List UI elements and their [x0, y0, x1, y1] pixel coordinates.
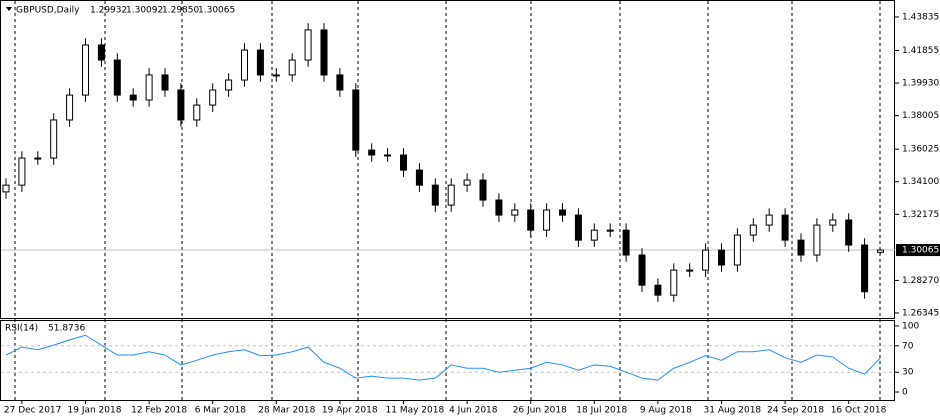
candle-body: [336, 74, 344, 91]
candle-body: [574, 214, 582, 241]
rsi-tick-label: 0: [902, 388, 908, 398]
candle-body: [718, 249, 725, 266]
y-tick-label: 1.39930: [902, 79, 939, 89]
candle-body: [559, 209, 566, 216]
candle-body: [415, 169, 423, 186]
candle-body: [177, 89, 185, 121]
candle-body: [781, 214, 789, 241]
candle-body: [686, 269, 694, 272]
candle-body: [18, 157, 26, 186]
candle-body: [606, 229, 614, 232]
y-tick-label: 1.26345: [902, 309, 939, 319]
candle-body: [813, 224, 821, 256]
x-tick-label: 9 Aug 2018: [640, 406, 692, 416]
y-tick-label: 1.32175: [902, 210, 939, 220]
candle-body: [447, 184, 455, 206]
candle-body: [368, 149, 376, 156]
candle-body: [845, 219, 853, 246]
rsi-panel: [0, 320, 895, 401]
rsi-line: [5, 334, 881, 381]
x-tick-label: 4 Jun 2018: [449, 406, 498, 416]
candle-body: [209, 89, 217, 106]
ohlc-open: 1.29932: [90, 6, 127, 16]
candle-body: [288, 59, 296, 76]
candle-body: [543, 209, 551, 231]
candle-body: [431, 184, 439, 206]
candle-body: [225, 79, 233, 91]
candle-body: [97, 44, 105, 61]
rsi-tick-label: 70: [902, 341, 914, 351]
candle-body: [463, 179, 471, 186]
candle-body: [241, 49, 248, 81]
rsi-tick-label: 100: [902, 322, 919, 332]
candle-body: [82, 44, 89, 96]
candle-body: [479, 179, 487, 201]
chart-title: GBPUSD,Daily: [16, 6, 80, 16]
candle-body: [272, 74, 280, 77]
candle-body: [733, 234, 741, 266]
x-tick-label: 24 Sep 2018: [767, 406, 824, 416]
x-tick-label: 11 May 2018: [386, 406, 445, 416]
x-tick-label: 18 Jul 2018: [576, 406, 627, 416]
period-separators: [14, 1, 881, 400]
candle-body: [304, 29, 312, 61]
candle-body: [256, 49, 264, 76]
candle-body: [622, 229, 630, 256]
x-tick-label: 19 Jan 2018: [68, 406, 122, 416]
candle-body: [749, 224, 757, 236]
candle-body: [765, 214, 773, 226]
x-tick-label: 31 Aug 2018: [704, 406, 762, 416]
menu-arrow[interactable]: [6, 7, 12, 11]
candle-body: [829, 219, 837, 226]
candle-body: [590, 229, 598, 241]
x-tick-label: 19 Apr 2018: [322, 406, 378, 416]
candle-body: [495, 199, 503, 216]
candle-body: [2, 184, 10, 193]
candle-body: [527, 209, 535, 231]
x-tick-label: 12 Feb 2018: [131, 406, 187, 416]
candle-body: [113, 59, 121, 96]
candle-body: [50, 119, 58, 159]
price-panel: [0, 0, 895, 319]
candle-body: [193, 104, 201, 121]
candle-body: [877, 249, 884, 253]
x-tick-label: 26 Jun 2018: [513, 406, 567, 416]
y-tick-label: 1.28270: [902, 276, 939, 286]
candle-body: [861, 244, 869, 293]
ohlc-close: 1.30065: [198, 6, 235, 16]
current-price-label: 1.30065: [902, 246, 939, 256]
ohlc-high: 1.30092: [126, 6, 163, 16]
y-tick-label: 1.41855: [902, 46, 939, 56]
y-tick-label: 1.36025: [902, 145, 939, 155]
x-tick-label: 6 Mar 2018: [195, 406, 247, 416]
candle-body: [670, 269, 678, 296]
y-tick-label: 1.43835: [902, 12, 939, 22]
candle-body: [34, 157, 42, 160]
candle-body: [161, 74, 169, 91]
current-price-box: [896, 244, 940, 257]
candle-body: [320, 29, 328, 76]
ohlc-low: 1.29850: [162, 6, 199, 16]
candle-body: [511, 209, 519, 216]
x-tick-label: 16 Oct 2018: [831, 406, 887, 416]
candle-body: [654, 284, 662, 296]
candle-body: [384, 154, 392, 157]
rsi-title: RSI(14): [5, 324, 38, 334]
rsi-value: 51.8736: [48, 324, 85, 334]
y-tick-label: 1.38005: [902, 111, 939, 121]
candle-body: [702, 249, 710, 271]
candle-body: [638, 254, 646, 286]
x-tick-label: 28 Mar 2018: [258, 406, 315, 416]
candle-body: [352, 89, 360, 151]
candle-body: [145, 74, 153, 101]
candle-body: [797, 239, 805, 256]
candle-body: [129, 94, 137, 101]
x-tick-label: 27 Dec 2017: [4, 406, 62, 416]
rsi-tick-label: 30: [902, 368, 914, 378]
candle-body: [400, 154, 407, 171]
candle-body: [66, 94, 74, 121]
y-tick-label: 1.34100: [902, 177, 939, 187]
